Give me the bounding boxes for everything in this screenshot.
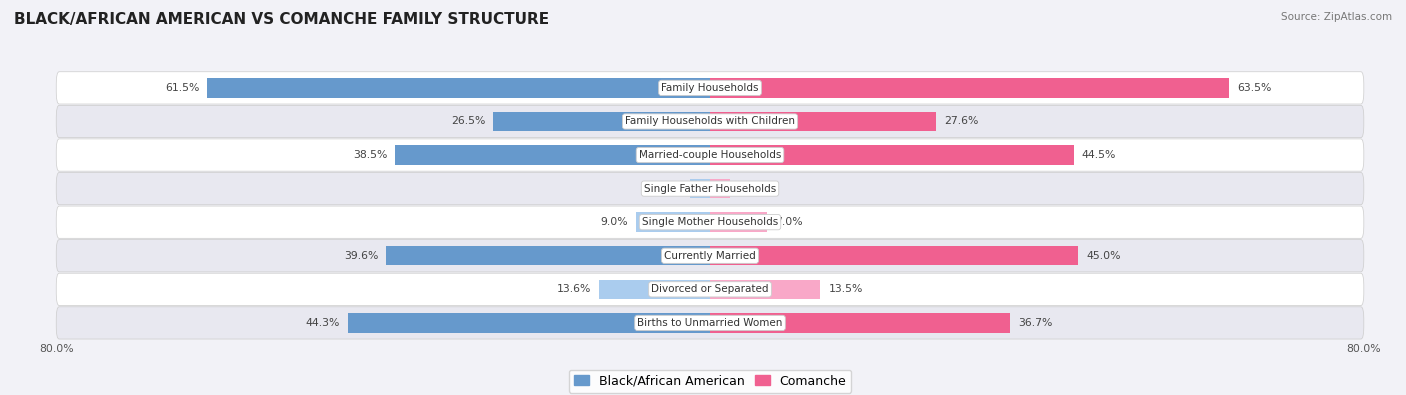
FancyBboxPatch shape xyxy=(56,240,1364,272)
Text: Divorced or Separated: Divorced or Separated xyxy=(651,284,769,294)
Text: Births to Unmarried Women: Births to Unmarried Women xyxy=(637,318,783,328)
Text: 7.0%: 7.0% xyxy=(776,217,803,227)
Text: 13.6%: 13.6% xyxy=(557,284,591,294)
Text: 27.6%: 27.6% xyxy=(943,117,979,126)
FancyBboxPatch shape xyxy=(56,273,1364,305)
Text: 38.5%: 38.5% xyxy=(353,150,387,160)
Bar xyxy=(710,78,1229,98)
Text: Family Households with Children: Family Households with Children xyxy=(626,117,794,126)
Bar xyxy=(208,78,710,98)
Text: Source: ZipAtlas.com: Source: ZipAtlas.com xyxy=(1281,12,1392,22)
Bar xyxy=(349,313,710,333)
Legend: Black/African American, Comanche: Black/African American, Comanche xyxy=(569,370,851,393)
Text: Single Mother Households: Single Mother Households xyxy=(643,217,778,227)
Text: 9.0%: 9.0% xyxy=(600,217,628,227)
Text: Currently Married: Currently Married xyxy=(664,251,756,261)
Bar xyxy=(710,145,1074,165)
Bar xyxy=(710,179,731,198)
Bar xyxy=(710,246,1078,265)
Text: 61.5%: 61.5% xyxy=(165,83,200,93)
Text: 26.5%: 26.5% xyxy=(451,117,485,126)
Bar xyxy=(637,213,710,232)
Text: 63.5%: 63.5% xyxy=(1237,83,1271,93)
Text: 2.5%: 2.5% xyxy=(738,184,766,194)
Bar xyxy=(710,313,1010,333)
Bar xyxy=(710,213,768,232)
FancyBboxPatch shape xyxy=(56,206,1364,238)
Text: Married-couple Households: Married-couple Households xyxy=(638,150,782,160)
Text: 44.5%: 44.5% xyxy=(1081,150,1116,160)
FancyBboxPatch shape xyxy=(56,307,1364,339)
FancyBboxPatch shape xyxy=(56,173,1364,205)
FancyBboxPatch shape xyxy=(56,105,1364,137)
Bar xyxy=(494,112,710,131)
Text: 39.6%: 39.6% xyxy=(344,251,378,261)
Text: Single Father Households: Single Father Households xyxy=(644,184,776,194)
Text: 44.3%: 44.3% xyxy=(305,318,340,328)
Text: Family Households: Family Households xyxy=(661,83,759,93)
Text: 2.4%: 2.4% xyxy=(655,184,682,194)
Text: BLACK/AFRICAN AMERICAN VS COMANCHE FAMILY STRUCTURE: BLACK/AFRICAN AMERICAN VS COMANCHE FAMIL… xyxy=(14,12,550,27)
Text: 45.0%: 45.0% xyxy=(1085,251,1121,261)
Bar xyxy=(395,145,710,165)
FancyBboxPatch shape xyxy=(56,72,1364,104)
Text: 13.5%: 13.5% xyxy=(828,284,863,294)
Bar xyxy=(599,280,710,299)
Bar xyxy=(387,246,710,265)
Text: 36.7%: 36.7% xyxy=(1018,318,1053,328)
Bar xyxy=(710,280,820,299)
Bar xyxy=(690,179,710,198)
FancyBboxPatch shape xyxy=(56,139,1364,171)
Bar xyxy=(710,112,935,131)
